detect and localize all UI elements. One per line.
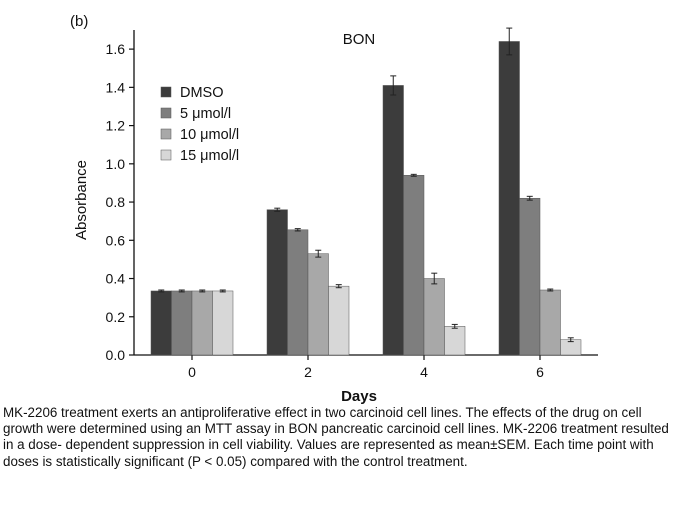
legend-label: 15 μmol/l	[180, 148, 239, 164]
x-tick-label: 0	[188, 364, 196, 380]
x-tick-label: 6	[536, 364, 544, 380]
bar	[212, 290, 234, 356]
legend-box	[156, 83, 259, 168]
bar	[444, 326, 466, 356]
y-tick-label: 0.6	[106, 232, 126, 248]
bar	[287, 229, 309, 356]
chart-title: BON	[343, 31, 376, 48]
y-tick-label: 0.0	[106, 347, 126, 363]
x-axis-label: Days	[341, 388, 377, 405]
y-axis-label: Absorbance	[73, 160, 90, 240]
bar	[307, 253, 329, 356]
bar-chart: (b) BON Absorbance Days 0.0 0.2 0.4 0.6 0.8 1…	[70, 13, 598, 405]
y-tick-label: 0.8	[106, 194, 126, 210]
bar	[150, 290, 172, 356]
bar	[328, 285, 350, 356]
legend: DMSO 5 μmol/l 10 μmol/l 15 μmol/l	[156, 83, 259, 168]
y-tick-label: 1.4	[106, 79, 126, 95]
y-tick-label: 1.6	[106, 41, 126, 57]
legend-label: 5 μmol/l	[180, 106, 231, 122]
y-tick-label: 1.2	[106, 118, 126, 134]
legend-label: DMSO	[180, 85, 224, 101]
bars	[150, 27, 582, 356]
y-tick-label: 1.0	[106, 156, 126, 172]
bar	[403, 175, 425, 356]
bar	[519, 197, 541, 356]
legend-swatch	[160, 149, 172, 161]
figure-caption: MK-2206 treatment exerts an antiprolifer…	[3, 405, 669, 469]
x-tick-label: 2	[304, 364, 312, 380]
bar	[171, 290, 193, 356]
bar	[423, 278, 445, 356]
legend-swatch	[160, 86, 172, 98]
legend-swatch	[160, 107, 172, 119]
y-tick-label: 0.2	[106, 309, 126, 325]
bar	[539, 289, 561, 356]
panel-label: (b)	[70, 13, 88, 30]
legend-swatch	[160, 128, 172, 140]
bar	[382, 85, 404, 356]
legend-label: 10 μmol/l	[180, 127, 239, 143]
bar	[191, 290, 213, 356]
y-tick-label: 0.4	[106, 271, 126, 287]
bar	[266, 209, 288, 356]
x-tick-label: 4	[420, 364, 428, 380]
bar	[498, 41, 520, 356]
